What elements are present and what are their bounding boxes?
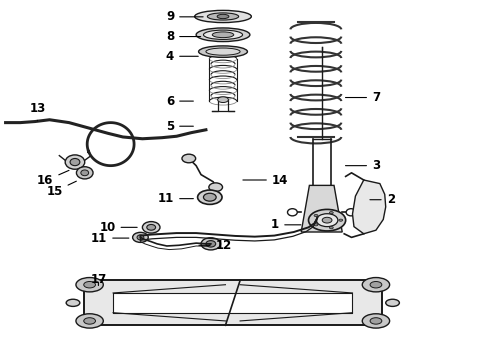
Text: 1: 1 xyxy=(271,218,301,231)
Text: 10: 10 xyxy=(99,221,137,234)
Text: 7: 7 xyxy=(345,91,380,104)
Ellipse shape xyxy=(314,215,318,217)
Ellipse shape xyxy=(65,155,85,169)
Text: 4: 4 xyxy=(166,50,198,63)
Ellipse shape xyxy=(212,32,234,38)
Ellipse shape xyxy=(309,210,345,231)
Text: 12: 12 xyxy=(199,239,232,252)
Ellipse shape xyxy=(322,217,332,223)
Ellipse shape xyxy=(218,97,228,103)
Ellipse shape xyxy=(81,170,89,176)
Ellipse shape xyxy=(195,10,251,23)
Ellipse shape xyxy=(329,226,333,229)
Ellipse shape xyxy=(84,318,96,324)
Ellipse shape xyxy=(133,232,148,242)
Ellipse shape xyxy=(217,14,229,19)
Ellipse shape xyxy=(143,222,160,233)
Text: 15: 15 xyxy=(47,181,76,198)
Ellipse shape xyxy=(201,238,220,250)
Ellipse shape xyxy=(198,46,247,57)
Ellipse shape xyxy=(339,219,343,221)
Ellipse shape xyxy=(206,48,240,55)
Ellipse shape xyxy=(362,314,390,328)
Text: 9: 9 xyxy=(166,10,203,23)
Ellipse shape xyxy=(137,235,144,240)
Ellipse shape xyxy=(207,13,239,20)
Ellipse shape xyxy=(370,282,382,288)
Ellipse shape xyxy=(147,225,156,230)
Ellipse shape xyxy=(370,318,382,324)
Ellipse shape xyxy=(317,214,338,226)
Ellipse shape xyxy=(70,158,80,166)
Text: 8: 8 xyxy=(166,30,201,43)
Ellipse shape xyxy=(206,240,216,247)
Ellipse shape xyxy=(76,167,93,179)
Ellipse shape xyxy=(209,183,222,192)
Ellipse shape xyxy=(314,224,318,226)
Text: 16: 16 xyxy=(37,170,69,187)
Text: 17: 17 xyxy=(90,273,106,286)
Ellipse shape xyxy=(386,299,399,306)
Ellipse shape xyxy=(362,278,390,292)
Ellipse shape xyxy=(76,278,103,292)
Text: 3: 3 xyxy=(345,159,380,172)
Polygon shape xyxy=(301,185,342,232)
Ellipse shape xyxy=(203,193,216,201)
Polygon shape xyxy=(113,293,352,313)
Ellipse shape xyxy=(203,30,243,40)
Ellipse shape xyxy=(329,212,333,214)
Text: 2: 2 xyxy=(370,193,395,206)
Text: 11: 11 xyxy=(158,192,194,205)
Text: 5: 5 xyxy=(166,120,194,133)
Ellipse shape xyxy=(84,282,96,288)
Ellipse shape xyxy=(346,209,356,216)
Text: 6: 6 xyxy=(166,95,194,108)
Ellipse shape xyxy=(66,299,80,306)
Ellipse shape xyxy=(197,190,222,204)
Polygon shape xyxy=(352,180,386,234)
Ellipse shape xyxy=(196,28,250,41)
Text: 13: 13 xyxy=(29,102,46,121)
Ellipse shape xyxy=(288,209,297,216)
Text: 14: 14 xyxy=(243,174,288,186)
Polygon shape xyxy=(84,280,382,325)
Ellipse shape xyxy=(76,314,103,328)
Text: 11: 11 xyxy=(91,231,129,244)
Ellipse shape xyxy=(182,154,196,163)
